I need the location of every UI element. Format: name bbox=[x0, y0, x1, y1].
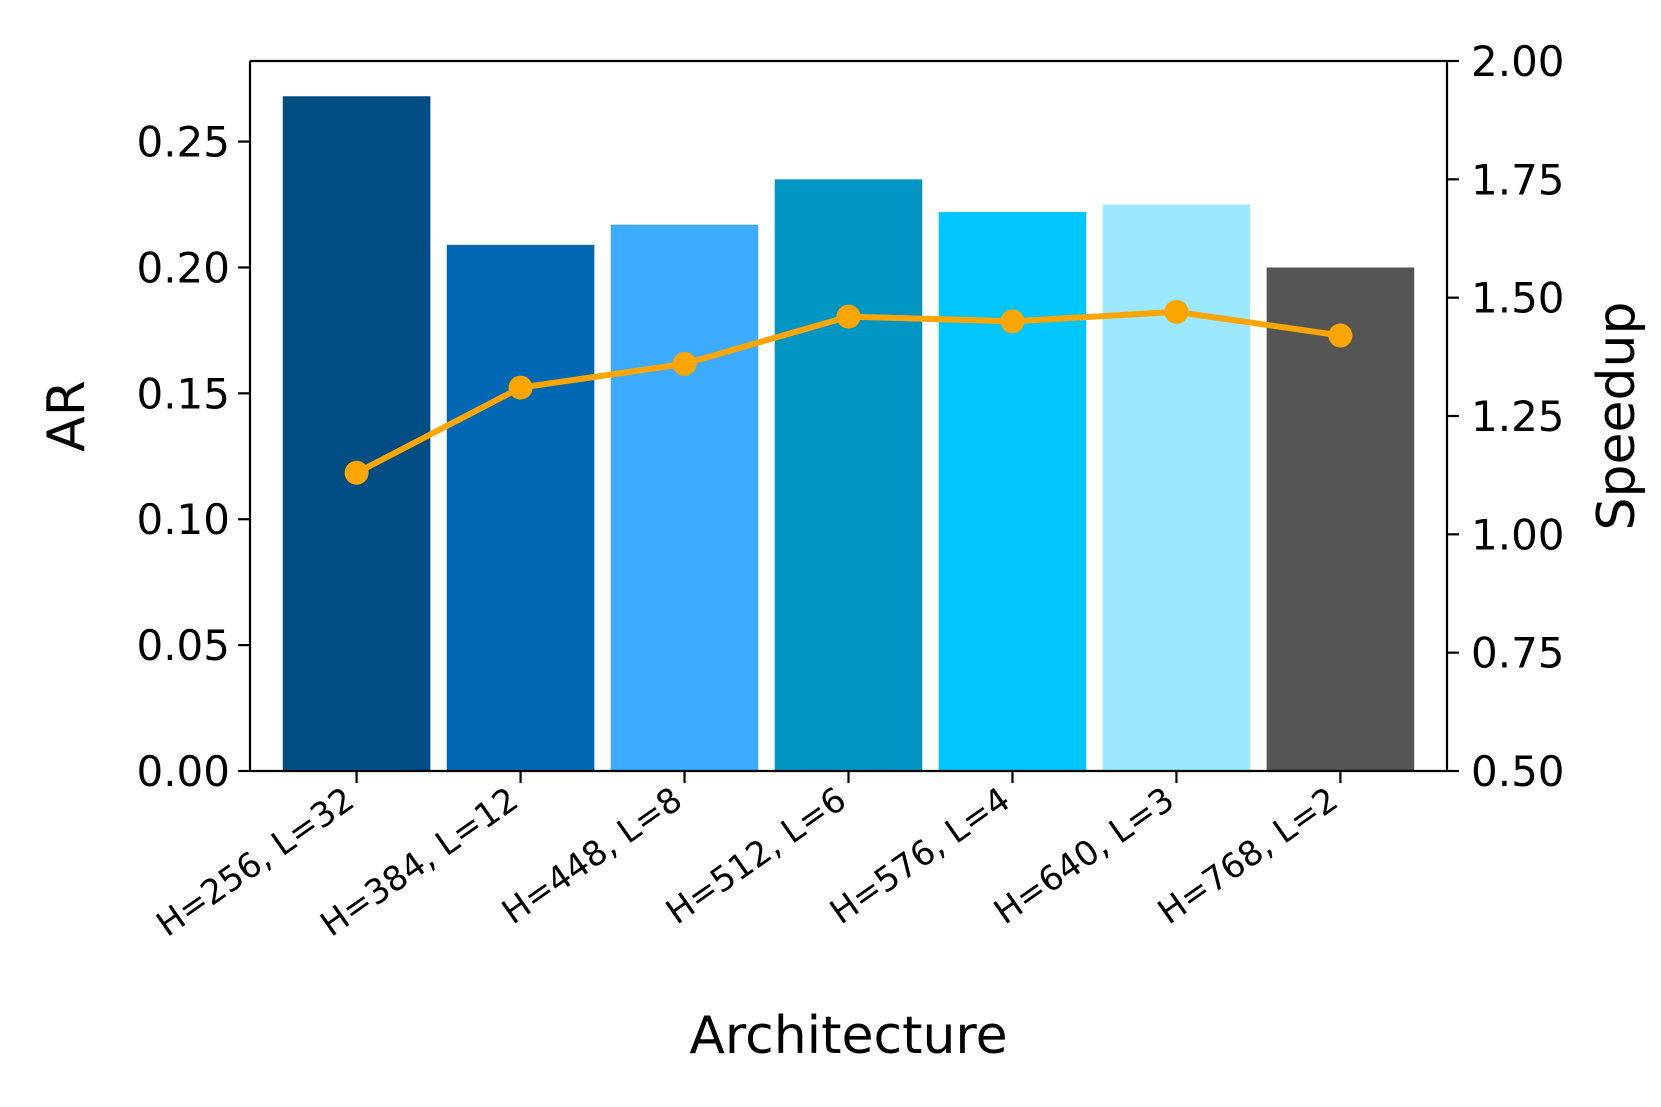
y2-tick-label: 1.00 bbox=[1471, 510, 1565, 559]
y-axis-title: AR bbox=[37, 380, 97, 452]
bar bbox=[1266, 267, 1415, 771]
y2-axis-title: Speedup bbox=[1587, 302, 1647, 531]
bar-group bbox=[282, 96, 1415, 772]
bar bbox=[282, 96, 431, 771]
speedup-point bbox=[508, 375, 533, 400]
y-tick-label: 0.25 bbox=[136, 118, 230, 167]
speedup-point bbox=[836, 304, 861, 329]
speedup-point bbox=[1164, 299, 1189, 324]
y2-tick-label: 1.75 bbox=[1471, 155, 1565, 204]
bar bbox=[446, 244, 595, 772]
x-axis-title: Architecture bbox=[689, 1006, 1007, 1066]
speedup-line-group bbox=[344, 299, 1353, 485]
y-tick-label: 0.10 bbox=[136, 495, 230, 544]
y2-tick-label: 1.25 bbox=[1471, 392, 1565, 441]
y2-tick-label: 1.50 bbox=[1471, 274, 1565, 323]
bar bbox=[610, 224, 759, 772]
y2-tick-label: 2.00 bbox=[1471, 37, 1565, 86]
speedup-point bbox=[672, 351, 697, 376]
speedup-point bbox=[1328, 323, 1353, 348]
speedup-point bbox=[344, 460, 369, 485]
y-tick-label: 0.20 bbox=[136, 243, 230, 292]
y-tick-label: 0.05 bbox=[136, 621, 230, 670]
y-tick-label: 0.00 bbox=[136, 747, 230, 796]
bar bbox=[1102, 204, 1251, 772]
speedup-point bbox=[1000, 309, 1025, 334]
bar bbox=[938, 212, 1087, 771]
y2-tick-label: 0.50 bbox=[1471, 747, 1565, 796]
y2-tick-label: 0.75 bbox=[1471, 629, 1565, 678]
bar bbox=[774, 179, 923, 772]
y-tick-label: 0.15 bbox=[136, 369, 230, 418]
